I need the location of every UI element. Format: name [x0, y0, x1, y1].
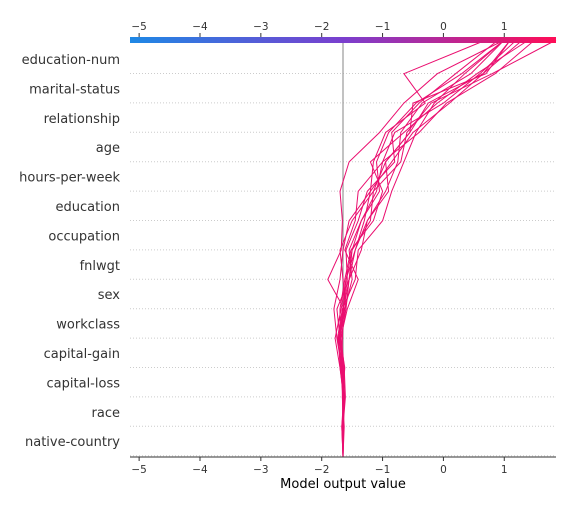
x-tick-label-bottom: 0 — [440, 464, 447, 476]
feature-label: native-country — [25, 435, 120, 450]
feature-label: capital-gain — [44, 347, 120, 362]
x-tick-label-top: 1 — [501, 21, 508, 33]
x-tick-label-bottom: 1 — [501, 464, 508, 476]
feature-label: age — [96, 141, 120, 156]
feature-label: education-num — [22, 53, 120, 68]
x-tick-label-top: −5 — [131, 21, 146, 33]
feature-label: education — [55, 200, 120, 215]
x-axis-label: Model output value — [280, 477, 406, 492]
feature-label: fnlwgt — [80, 259, 120, 274]
x-tick-label-bottom: −1 — [375, 464, 390, 476]
feature-labels: education-num marital-status relationship a… — [19, 53, 120, 450]
x-tick-label-bottom: −3 — [253, 464, 268, 476]
feature-label: hours-per-week — [19, 171, 120, 186]
x-tick-label-top: −2 — [314, 21, 329, 33]
decision-line — [339, 39, 511, 457]
feature-label: sex — [98, 288, 121, 303]
x-tick-label-top: −1 — [375, 21, 390, 33]
x-tick-label-bottom: −5 — [131, 464, 146, 476]
x-tick-label-bottom: −2 — [314, 464, 329, 476]
x-tick-label-top: −4 — [192, 21, 208, 33]
decision-line — [341, 39, 511, 457]
decision-lines — [327, 39, 557, 458]
feature-label: workclass — [56, 318, 120, 333]
feature-label: occupation — [48, 229, 120, 244]
feature-label: relationship — [44, 112, 120, 127]
x-tick-label-top: −3 — [253, 21, 268, 33]
decision-line — [336, 39, 505, 458]
x-tick-label-top: 0 — [440, 21, 447, 33]
colorbar — [130, 37, 556, 43]
axes: −5 −5 −4 −4 −3 −3 −2 −2 −1 −1 0 0 1 1 — [130, 21, 556, 476]
feature-label: race — [92, 406, 120, 421]
decision-line — [339, 39, 529, 458]
feature-label: marital-status — [29, 82, 120, 97]
x-tick-label-bottom: −4 — [192, 464, 208, 476]
feature-label: capital-loss — [47, 376, 121, 391]
